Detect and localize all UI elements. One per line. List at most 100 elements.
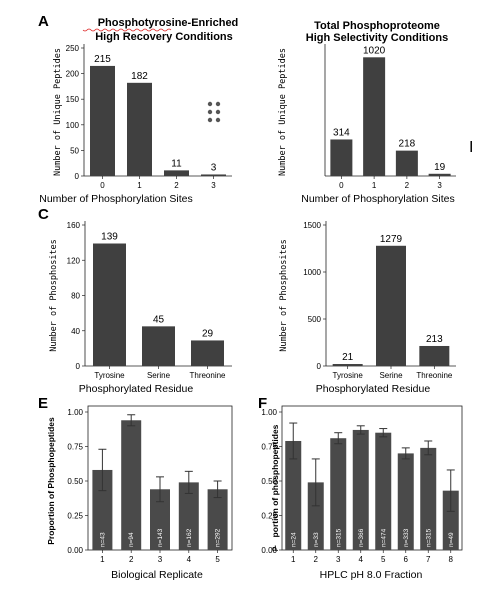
spell-underline	[82, 28, 172, 32]
y-tick-label: 0.25	[261, 512, 277, 521]
chart-c2: 0 500 1000 1500 Tyrosine 21 Serine 1279 Threonin…	[279, 221, 456, 395]
n-label: n=24	[290, 532, 297, 547]
y-tick-label: 250	[66, 44, 80, 53]
bar	[442, 490, 459, 550]
data-label: 19	[434, 162, 446, 173]
x-tick-label: 1	[372, 181, 377, 190]
n-label: n=33	[313, 532, 320, 547]
y-tick-label: 0.50	[67, 477, 83, 486]
y-axis-title: Number of Phosphosites	[279, 239, 289, 352]
y-tick-label: 0.75	[67, 443, 83, 452]
x-tick-label: Serine	[147, 371, 171, 380]
data-label: 314	[333, 127, 350, 138]
x-tick-label: 1	[137, 181, 142, 190]
six-dot-icon	[207, 101, 221, 123]
bar	[150, 489, 170, 550]
y-axis-title: Proportion of Phosphopeptides	[46, 417, 56, 545]
x-tick-label: 2	[314, 555, 319, 564]
y-tick-label: 1500	[303, 221, 321, 230]
n-label: n=315	[425, 528, 432, 547]
data-label: 3	[211, 162, 217, 173]
n-label: n=162	[186, 528, 193, 547]
data-label: 45	[153, 314, 165, 325]
x-tick-label: 4	[187, 555, 192, 564]
data-label: 11	[171, 158, 182, 169]
x-axis-title: Biological Replicate	[111, 569, 203, 581]
x-tick-label: 6	[404, 555, 409, 564]
y-tick-label: 50	[70, 146, 79, 155]
bar	[419, 345, 450, 366]
bar	[375, 432, 392, 550]
y-tick-label: 0.00	[67, 546, 83, 555]
left-title-line2: High Recovery Conditions	[95, 31, 233, 43]
bar	[428, 173, 451, 176]
bar	[142, 326, 175, 366]
y-tick-label: 0.50	[261, 477, 277, 486]
n-label: n=366	[358, 528, 365, 547]
bar	[330, 438, 347, 550]
bar	[397, 453, 414, 550]
x-tick-label: Threonine	[416, 371, 453, 380]
x-axis-title: Phosphorylated Residue	[316, 383, 431, 395]
plot-frame	[281, 405, 463, 551]
x-tick-label: 1	[100, 555, 105, 564]
bar	[363, 57, 386, 176]
x-tick-label: 8	[449, 555, 454, 564]
chart-a1: 0 50 100 150 200 250 0 215 1 182 2 11 3 3 Number of Ph…	[39, 44, 232, 205]
y-tick-label: 0.00	[261, 546, 277, 555]
chart-e: 0.00 0.25 0.50 0.75 1.00 1 n=43 2 n=94 3 n=143 4 n=1…	[46, 405, 233, 581]
bar	[352, 429, 369, 550]
bar	[207, 489, 228, 550]
y-tick-label: 150	[66, 95, 80, 104]
data-label: 215	[94, 54, 111, 65]
y-tick-label: 120	[67, 256, 81, 265]
bar	[307, 482, 324, 550]
x-tick-label: Tyrosine	[94, 371, 125, 380]
y-tick-label: 1.00	[261, 408, 277, 417]
bar	[191, 340, 224, 366]
bar	[121, 420, 142, 550]
x-tick-label: 2	[129, 555, 134, 564]
x-tick-label: 1	[291, 555, 296, 564]
panel-label-a: A	[38, 13, 49, 30]
n-label: n=49	[448, 532, 455, 547]
n-label: n=292	[215, 528, 222, 547]
y-tick-label: 1.00	[67, 408, 83, 417]
n-label: n=143	[157, 528, 164, 547]
bar	[93, 243, 126, 366]
y-tick-label: 1000	[303, 268, 321, 277]
bar	[92, 469, 113, 550]
y-axis-title: Number of Phosphosites	[49, 239, 59, 352]
x-tick-label: Threonine	[189, 371, 226, 380]
n-label: n=43	[99, 532, 106, 547]
y-tick-label: 200	[66, 70, 80, 79]
x-tick-label: 3	[336, 555, 341, 564]
x-axis-title: HPLC pH 8.0 Fraction	[320, 569, 423, 581]
bar	[376, 245, 406, 366]
x-tick-label: 3	[437, 181, 442, 190]
chart-a2: 0 314 1 1020 2 218 3 19 Number of Phosphorylatio…	[278, 44, 456, 205]
y-tick-label: 0	[75, 172, 80, 181]
y-tick-label: 0	[76, 362, 81, 371]
x-axis-title: Phosphorylated Residue	[79, 383, 194, 395]
x-tick-label: 2	[174, 181, 179, 190]
bar	[178, 482, 199, 550]
x-tick-label: 7	[426, 555, 431, 564]
data-label: 213	[426, 334, 443, 345]
x-tick-label: 2	[405, 181, 410, 190]
data-label: 218	[399, 139, 416, 150]
x-tick-label: Tyrosine	[333, 371, 364, 380]
n-label: n=333	[403, 528, 410, 547]
bar	[127, 82, 152, 176]
stray-letter: d.	[272, 546, 278, 553]
x-tick-label: 5	[381, 555, 386, 564]
data-label: 182	[131, 71, 148, 82]
n-label: n=315	[335, 528, 342, 547]
data-label: 139	[101, 232, 118, 243]
panel-label-c: C	[38, 206, 49, 223]
y-tick-label: 80	[71, 292, 80, 301]
y-axis-title: portion of phosphopeptides	[270, 424, 280, 537]
chart-f: 0.000.250.500.751.001n=242n=333n=3154n=3…	[261, 405, 463, 581]
chart-c1: 0 40 80 120 160 Tyrosine 139 Serine 45 Threonine 2…	[49, 221, 232, 395]
